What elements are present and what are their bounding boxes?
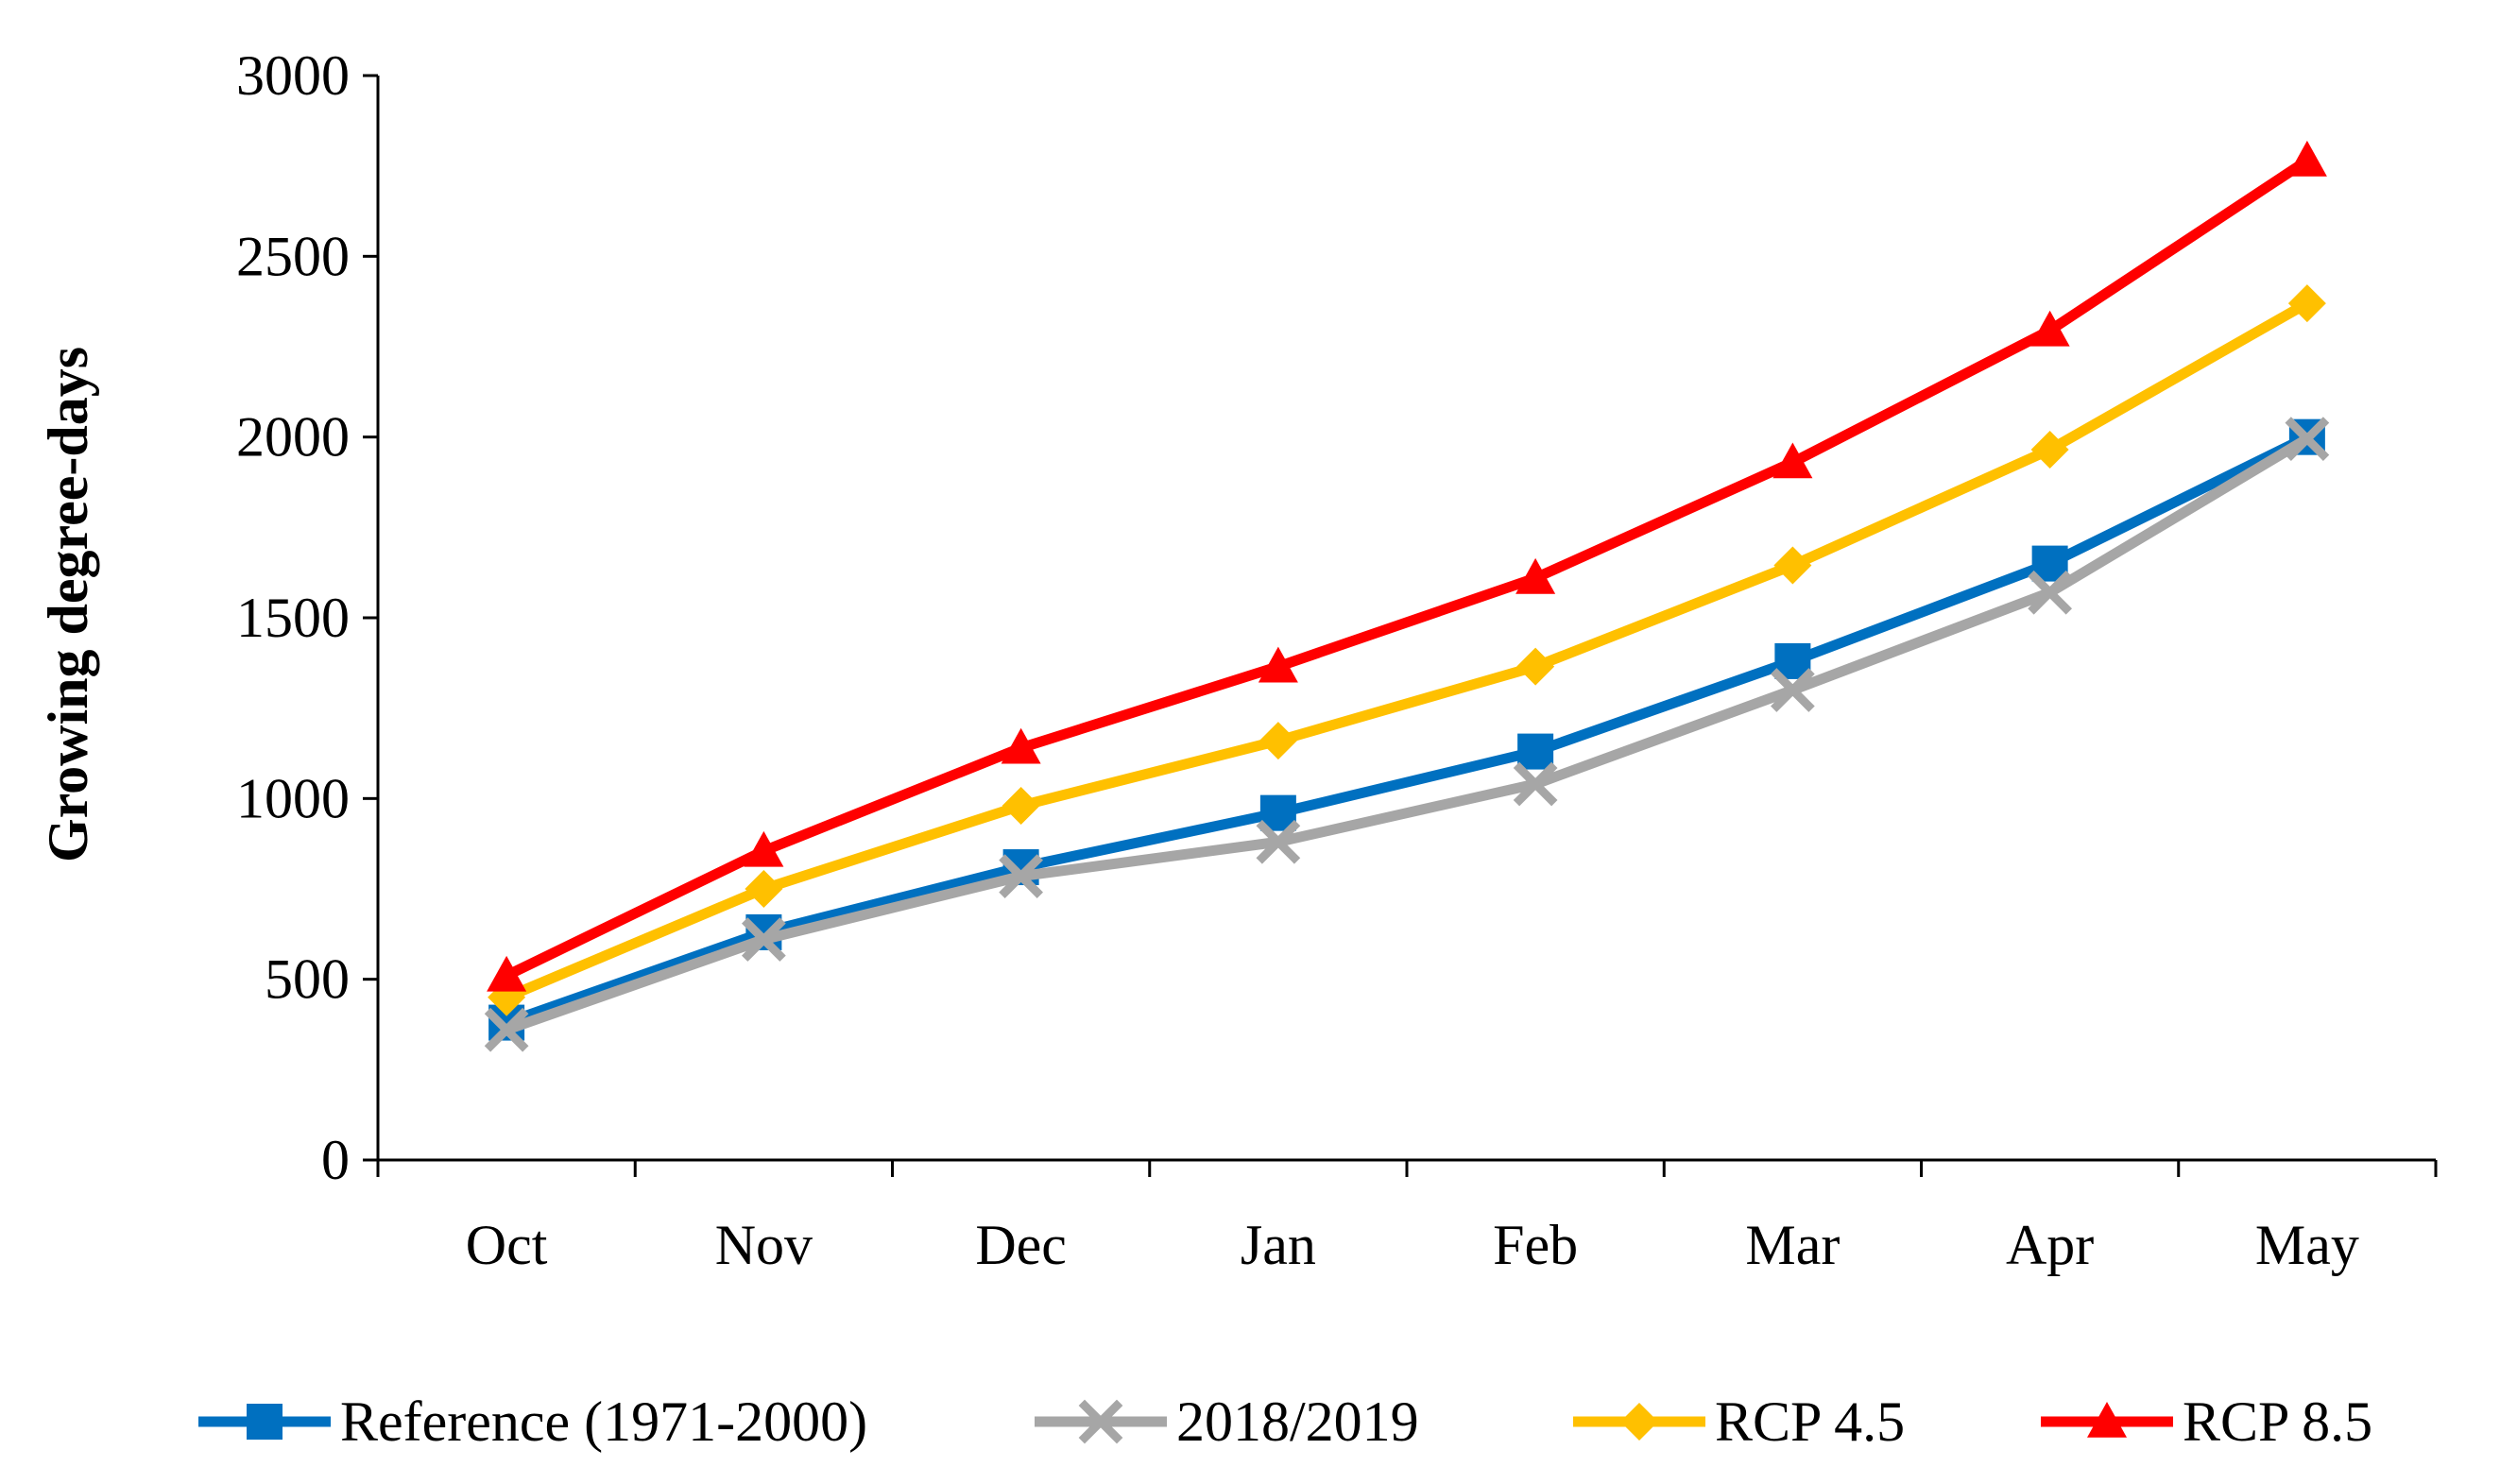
data-point: [2030, 431, 2069, 469]
y-tick-label: 3000: [236, 44, 350, 107]
axes: 0 500 1000 1500 2000 2500 3000 Oct Nov Dec Jan Feb M…: [236, 44, 2438, 1276]
y-tick-label: 0: [321, 1129, 350, 1191]
series-layer: [484, 140, 2330, 1052]
legend-item-1: 2018/2019: [1035, 1390, 1419, 1453]
x-tick-label: Nov: [715, 1214, 813, 1276]
x-tick-label: Dec: [975, 1214, 1067, 1276]
data-point: [1001, 727, 1041, 764]
series-2: [488, 284, 2326, 1016]
legend-label: RCP 4.5: [1715, 1390, 1905, 1453]
legend-item-3: RCP 8.5: [2041, 1390, 2372, 1453]
x-tick-label: Jan: [1241, 1214, 1316, 1276]
legend-label: RCP 8.5: [2183, 1390, 2372, 1453]
series-3: [487, 140, 2327, 992]
data-point: [484, 1007, 529, 1052]
series-line: [501, 434, 2313, 1035]
legend: Reference (1971-2000) 2018/2019 RCP 4.5 RCP…: [198, 1390, 2372, 1453]
data-point: [2286, 140, 2327, 177]
data-point: [2028, 570, 2072, 615]
y-axis-title: Growing degree-days: [37, 347, 99, 862]
x-tick-label: May: [2255, 1214, 2359, 1276]
legend-label: Reference (1971-2000): [340, 1390, 867, 1453]
y-tick-label: 1500: [236, 587, 350, 649]
data-point: [2287, 284, 2326, 323]
data-point: [487, 955, 527, 992]
data-point: [2029, 310, 2070, 347]
legend-item-2: RCP 4.5: [1573, 1390, 1905, 1453]
data-point: [1772, 442, 1813, 479]
data-point: [999, 854, 1043, 898]
legend-marker: [1078, 1399, 1123, 1444]
legend-marker: [247, 1404, 283, 1440]
data-point: [1002, 786, 1040, 825]
legend-marker: [1620, 1403, 1658, 1441]
series-0: [488, 418, 2325, 1041]
data-point: [1259, 722, 1297, 760]
data-point: [1771, 668, 1815, 712]
data-point: [1258, 646, 1298, 683]
legend-item-0: Reference (1971-2000): [198, 1390, 867, 1453]
data-point: [742, 917, 786, 962]
data-point: [1256, 819, 1301, 864]
series-line: [501, 432, 2313, 1029]
data-point: [1773, 546, 1812, 585]
y-tick-label: 500: [265, 948, 350, 1011]
y-tick-label: 2000: [236, 406, 350, 469]
legend-marker: [2087, 1402, 2127, 1438]
series-line: [501, 155, 2313, 981]
series-1: [484, 417, 2330, 1052]
data-point: [1513, 761, 1558, 807]
data-point: [1515, 557, 1556, 594]
y-tick-label: 2500: [236, 225, 350, 287]
data-point: [1517, 733, 1554, 770]
data-point: [745, 870, 783, 908]
x-tick-label: Apr: [2006, 1214, 2094, 1276]
x-tick-label: Feb: [1493, 1214, 1578, 1276]
data-point: [1516, 647, 1555, 686]
x-tick-label: Oct: [466, 1214, 548, 1276]
legend-label: 2018/2019: [1176, 1390, 1419, 1453]
series-line: [501, 298, 2313, 1003]
data-point: [744, 830, 784, 867]
x-tick-label: Mar: [1745, 1214, 1840, 1276]
data-point: [2285, 417, 2330, 461]
y-tick-label: 1000: [236, 767, 350, 829]
